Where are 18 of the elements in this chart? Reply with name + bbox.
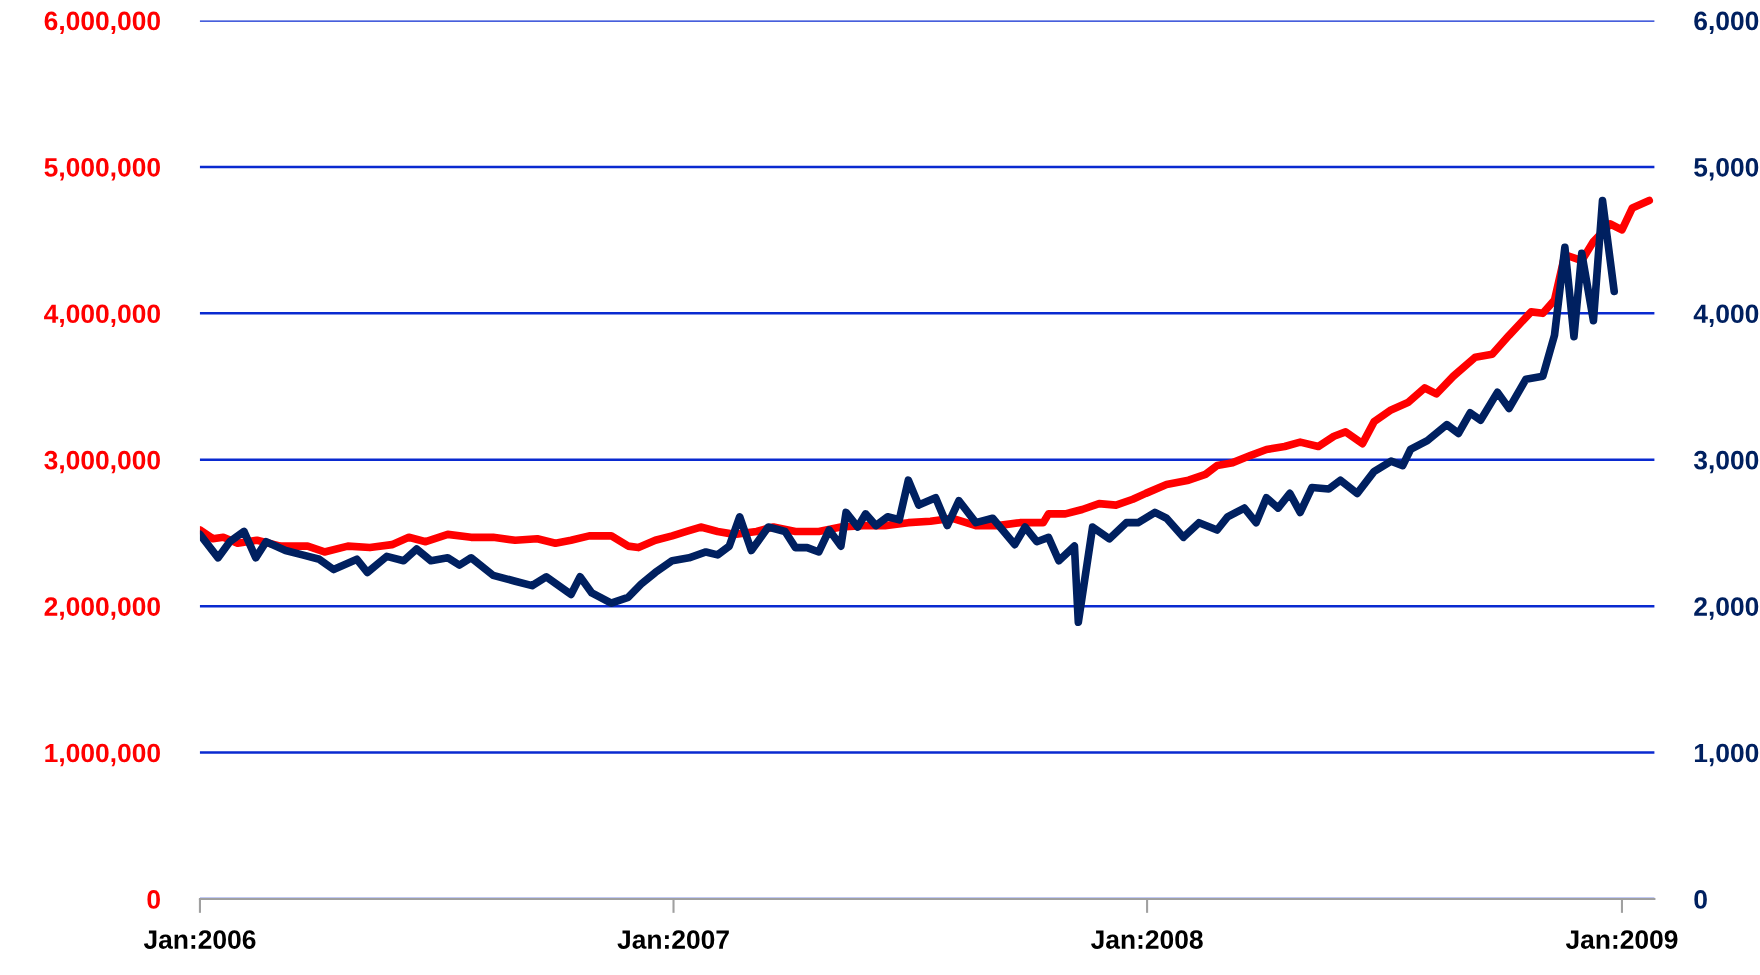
y2-tick-label: 4,000 bbox=[1693, 304, 1759, 327]
y2-tick-label: 3,000 bbox=[1693, 450, 1759, 474]
x-tick-label: Jan:2008 bbox=[1091, 930, 1203, 949]
x-tick-label: Jan:2009 bbox=[1565, 930, 1678, 949]
y2-tick-label: 0 bbox=[1694, 890, 1707, 909]
y-tick-label: 3,000,000 bbox=[44, 450, 160, 474]
y-tick-label: 2,000,000 bbox=[44, 597, 160, 620]
y-tick-label: 6,000,000 bbox=[44, 11, 160, 35]
y-tick-label: 4,000,000 bbox=[44, 304, 160, 327]
y2-tick-label: 5,000 bbox=[1694, 158, 1759, 181]
y2-tick-label: 2,000 bbox=[1694, 597, 1759, 620]
y2-tick-label: 1,000 bbox=[1694, 743, 1759, 767]
x-tick-label: Jan:2006 bbox=[143, 930, 256, 949]
y-tick-label: 0 bbox=[147, 890, 160, 909]
y2-tick-label: 6,000 bbox=[1694, 11, 1759, 35]
y-tick-label: 5,000,000 bbox=[44, 158, 160, 181]
x-tick-label: Jan:2007 bbox=[617, 930, 729, 949]
y-tick-label: 1,000,000 bbox=[45, 743, 160, 767]
